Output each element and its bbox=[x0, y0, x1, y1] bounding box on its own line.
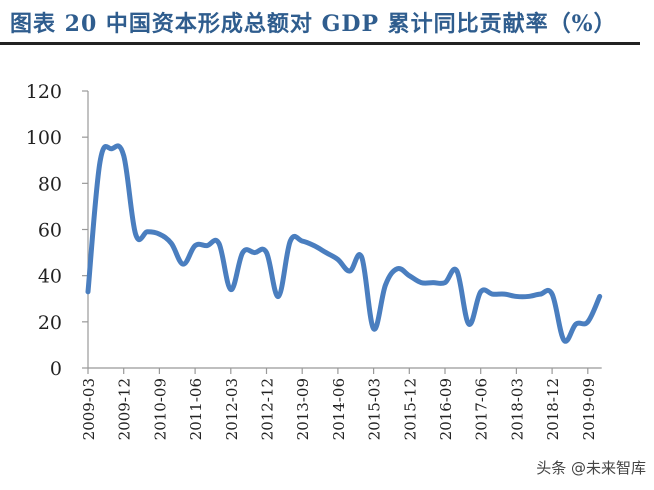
x-tick-label: 2014-06 bbox=[330, 378, 348, 440]
x-tick-label: 2012-12 bbox=[259, 378, 277, 440]
x-tick-label: 2013-09 bbox=[294, 378, 312, 440]
x-tick-label: 2012-03 bbox=[223, 378, 241, 440]
x-tick-label: 2019-09 bbox=[580, 378, 598, 440]
data-series-line bbox=[85, 143, 603, 344]
x-tick-label: 2018-03 bbox=[508, 378, 526, 440]
watermark: 头条 @未来智库 bbox=[536, 459, 646, 477]
y-tick-label: 80 bbox=[38, 173, 62, 195]
x-tick-label: 2011-06 bbox=[187, 378, 205, 440]
x-tick-label: 2015-12 bbox=[401, 378, 419, 440]
chart-title: 图表 20 中国资本形成总额对 GDP 累计同比贡献率（%） bbox=[10, 11, 617, 37]
y-tick-label: 40 bbox=[38, 266, 62, 288]
x-tick-label: 2010-09 bbox=[151, 378, 169, 440]
x-tick-label: 2009-12 bbox=[116, 378, 134, 440]
x-tick-label: 2016-09 bbox=[437, 378, 455, 440]
x-tick-label: 2015-03 bbox=[366, 378, 384, 440]
x-tick-label: 2009-03 bbox=[80, 378, 98, 440]
x-tick-label: 2018-12 bbox=[544, 378, 562, 440]
y-tick-label: 60 bbox=[38, 220, 62, 242]
y-tick-label: 100 bbox=[26, 127, 62, 149]
x-tick-label: 2017-06 bbox=[473, 378, 491, 440]
y-tick-label: 0 bbox=[50, 358, 62, 380]
y-tick-label: 20 bbox=[38, 312, 62, 334]
y-tick-label: 120 bbox=[26, 81, 62, 103]
title-divider bbox=[0, 42, 640, 45]
